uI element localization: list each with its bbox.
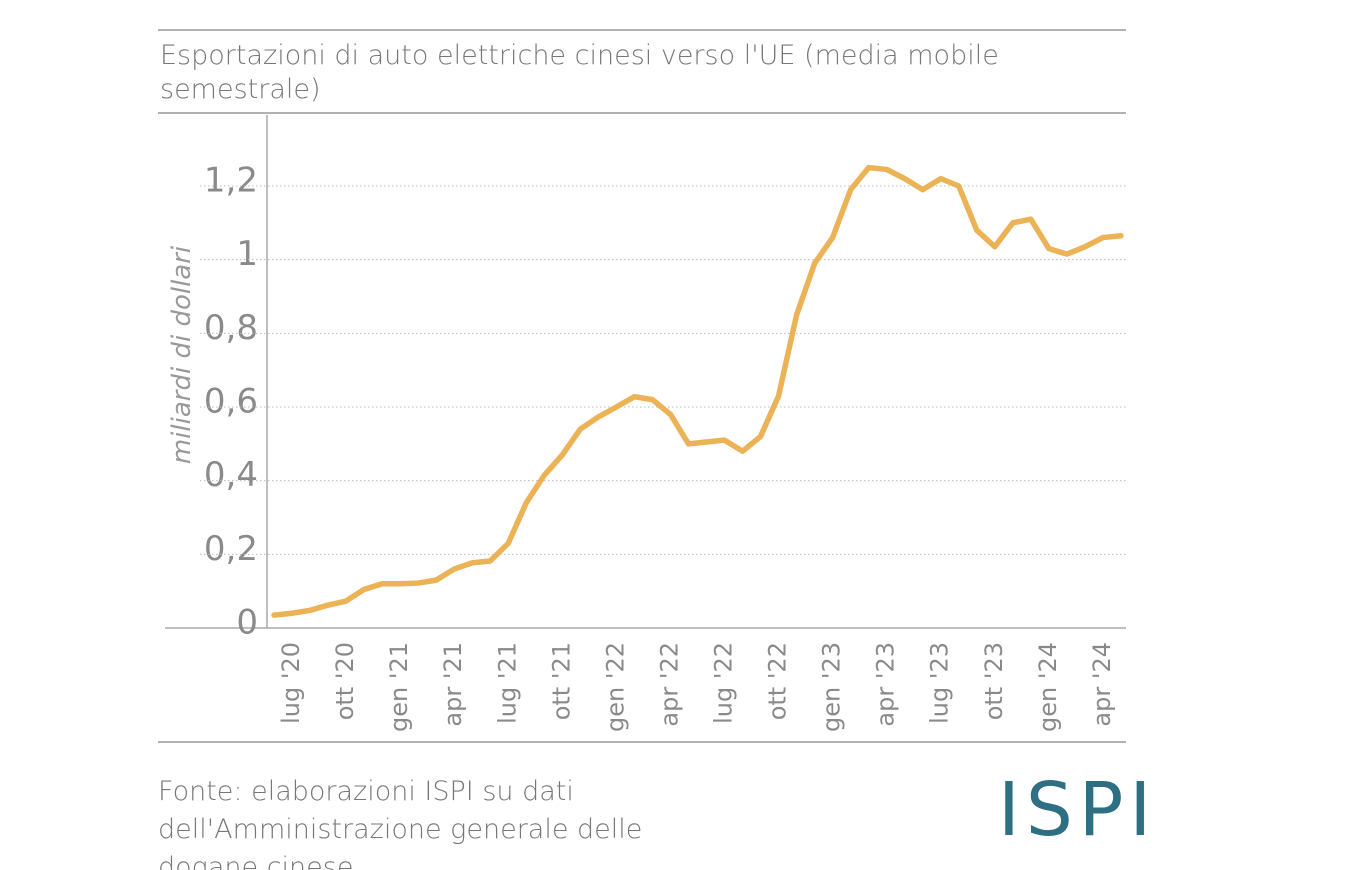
- x-tick-label: gen '21: [385, 642, 413, 732]
- y-axis-label: miliardi di dollari: [167, 245, 197, 464]
- y-tick-label: 0: [236, 603, 258, 643]
- x-tick-label: apr '21: [439, 642, 467, 727]
- subtitle: Esportazioni di auto elettriche cinesi v…: [160, 40, 999, 105]
- x-tick-label: ott '21: [547, 642, 575, 720]
- logo: ISPI: [998, 767, 1157, 853]
- y-tick-label: 0,2: [204, 529, 258, 569]
- x-tick-label: gen '24: [1034, 642, 1062, 732]
- x-tick-label: apr '23: [872, 642, 900, 727]
- x-tick-label: lug '20: [277, 642, 305, 724]
- x-tick-label: gen '22: [601, 642, 629, 732]
- x-tick-label: lug '23: [926, 642, 954, 724]
- y-tick-label: 0,6: [204, 382, 258, 422]
- y-tick-label: 0,4: [204, 455, 258, 495]
- x-tick-label: ott '23: [980, 642, 1008, 720]
- x-tick-label: lug '22: [710, 642, 738, 724]
- x-tick-label: ott '22: [764, 642, 792, 720]
- y-tick-label: 1: [236, 234, 258, 274]
- line: [271, 164, 1124, 618]
- x-tick-label: gen '23: [818, 642, 846, 732]
- y-tick-label: 0,8: [204, 308, 258, 348]
- x-tick-label: apr '24: [1088, 642, 1116, 727]
- x-tick-label: lug '21: [493, 642, 521, 724]
- x-tick-label: ott '20: [331, 642, 359, 720]
- y-tick-label: 1,2: [204, 161, 258, 201]
- x-tick-label: apr '22: [655, 642, 683, 727]
- source: Fonte: elaborazioni ISPI su dati dell'Amm…: [158, 776, 642, 870]
